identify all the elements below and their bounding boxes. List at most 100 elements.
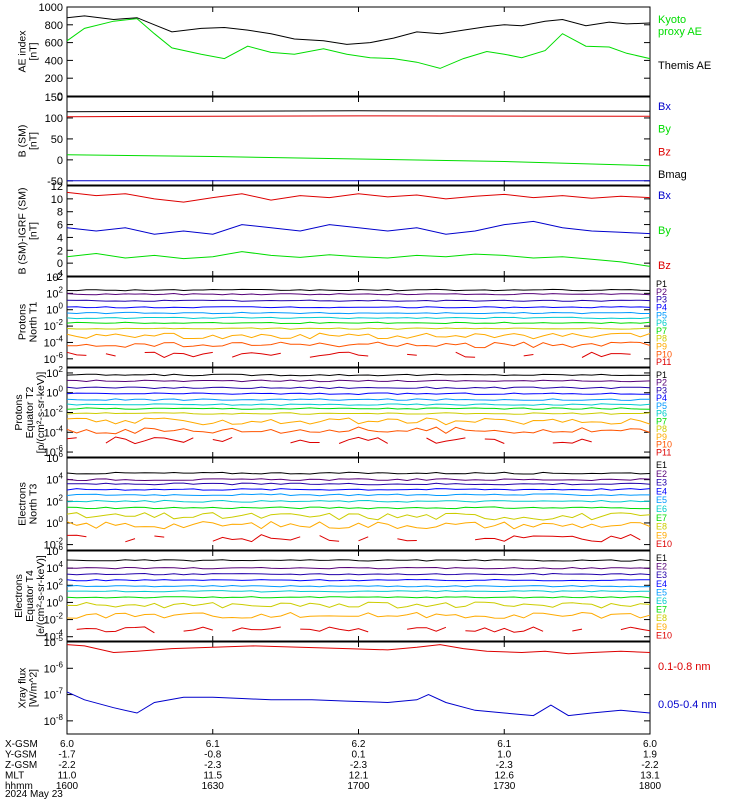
channel-line-p11	[523, 354, 534, 357]
channel-line-p4	[66, 392, 651, 396]
row-value: 6.2	[352, 739, 366, 750]
channel-line-e2	[66, 478, 651, 482]
channel-line-p11	[144, 351, 213, 358]
channel-line-e3	[66, 482, 651, 486]
channel-line-e4	[66, 578, 650, 582]
y-tick-label: 8	[57, 207, 63, 219]
series-line-themis-ae	[66, 15, 651, 45]
y-axis-label: AE index	[17, 30, 29, 73]
channel-line-e5	[66, 493, 650, 497]
y-tick-label: 104	[46, 472, 63, 487]
channel-label: P4	[656, 393, 667, 403]
channel-line-e10	[212, 534, 301, 543]
row-value: 6.1	[497, 739, 511, 750]
channel-label: E7	[656, 513, 667, 523]
y-tick-label: 100	[46, 302, 63, 317]
channel-label: P9	[656, 342, 667, 352]
series-line-bz	[66, 115, 651, 118]
row-value: 0.1	[352, 750, 366, 761]
y-axis-label: [nT]	[28, 132, 40, 150]
channel-line-p6	[66, 403, 651, 406]
row-value: 1630	[202, 781, 225, 792]
y-tick-label: 150	[45, 92, 63, 104]
channel-label: P6	[656, 318, 667, 328]
y-tick-label: 100	[46, 594, 63, 609]
y-tick-label: 400	[45, 55, 63, 67]
channel-line-e10	[76, 626, 155, 634]
series-line-by	[66, 251, 651, 267]
channel-line-e10	[154, 535, 165, 538]
channel-line-p11	[290, 439, 320, 444]
y-tick-label: 200	[45, 73, 63, 85]
row-label: Z-GSM	[5, 760, 37, 771]
y-tick-label: 10-2	[44, 318, 64, 333]
y-axis-label: [e/(cm²-s-sr-keV)]	[35, 555, 47, 637]
channel-label: P10	[656, 440, 672, 450]
channel-line-e10	[358, 536, 369, 542]
panel-frame	[66, 185, 651, 277]
channel-line-p10	[66, 426, 651, 435]
legend-label: Bx	[658, 101, 671, 113]
y-tick-label: -2	[53, 271, 63, 283]
channel-line-e10	[300, 626, 369, 633]
y-tick-label: 102	[46, 365, 63, 380]
channel-label: P11	[656, 357, 671, 367]
channel-label: P3	[656, 385, 667, 395]
y-axis-label: North T1	[28, 302, 40, 343]
panel-2: B (SM) [nT] 150 100 50 0 -50 Bx By Bz Bmag	[17, 92, 687, 188]
y-tick-label: 102	[46, 577, 63, 592]
channel-label: E2	[656, 469, 667, 479]
y-tick-label: 106	[46, 543, 63, 558]
y-tick-label: 10-4	[44, 424, 64, 439]
legend-label: By	[658, 124, 671, 136]
y-tick-label: 0	[57, 155, 63, 167]
panel-8: Xray flux [W/m^2] 10-5 10-6 10-7 10-8 0.1-0.8 …	[17, 634, 717, 735]
channel-label: E9	[656, 530, 667, 540]
channel-label: E1	[656, 553, 667, 563]
row-value: 13.1	[640, 771, 660, 782]
channel-line-e6	[67, 590, 651, 593]
row-label: Y-GSM	[5, 750, 37, 761]
channel-line-e5	[66, 584, 651, 588]
y-tick-label: 10	[51, 194, 63, 206]
y-axis-label: North T3	[28, 484, 40, 525]
channel-line-e3	[66, 572, 651, 576]
channel-line-p11	[66, 437, 77, 440]
channel-line-p11	[66, 351, 87, 356]
legend-label: 0.05-0.4 nm	[658, 699, 717, 711]
legend-label: Themis AE	[658, 60, 711, 72]
row-value: -2.2	[58, 760, 76, 771]
y-axis-label: Equator T2	[24, 386, 36, 438]
legend-label: By	[658, 225, 671, 237]
channel-label: P8	[656, 424, 667, 434]
channel-line-e10	[407, 626, 447, 632]
y-axis-label: B (SM)	[17, 125, 29, 158]
channel-line-e7	[66, 506, 650, 510]
panel-7: Electrons Equator T4 [e/(cm²-s-sr-keV)]106…	[13, 543, 672, 644]
channel-label: E6	[656, 596, 667, 606]
row-value: 6.0	[643, 739, 657, 750]
row-value: 6.0	[60, 739, 74, 750]
channel-label: E8	[656, 522, 667, 532]
channel-label: P5	[656, 310, 667, 320]
channel-label: E4	[656, 579, 667, 589]
y-axis-label: Equator T4	[24, 570, 36, 622]
series-line-0-05-0-4-nm	[66, 691, 651, 717]
channel-label: P2	[656, 287, 667, 297]
y-tick-label: 102	[46, 493, 63, 508]
row-value: 1730	[493, 781, 516, 792]
channel-line-p8	[66, 327, 651, 330]
channel-line-p3	[66, 299, 651, 302]
row-value: 1600	[56, 781, 79, 792]
row-value: 1700	[347, 781, 370, 792]
y-tick-label: 10-2	[44, 612, 64, 627]
y-tick-label: 10-6	[44, 660, 64, 675]
y-tick-label: 100	[46, 385, 63, 400]
channel-line-p9	[66, 332, 651, 340]
channel-line-p5	[66, 311, 650, 315]
row-value: 11.5	[203, 771, 222, 782]
y-tick-label: 10-6	[44, 351, 64, 366]
y-tick-label: 104	[46, 560, 63, 575]
